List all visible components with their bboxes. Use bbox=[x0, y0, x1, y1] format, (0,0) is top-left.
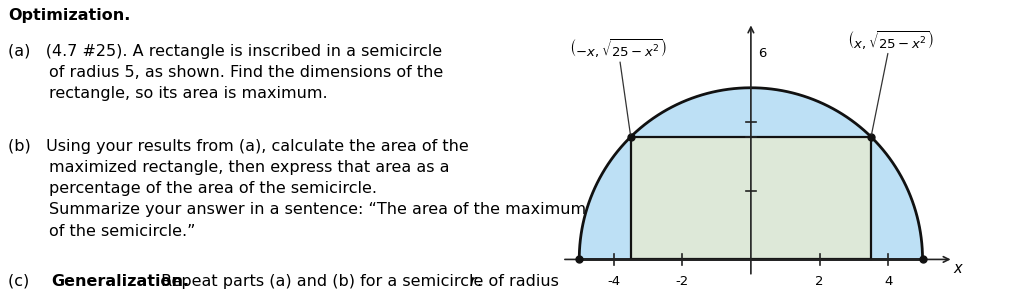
Text: $r$: $r$ bbox=[469, 274, 478, 289]
Polygon shape bbox=[580, 88, 923, 259]
Text: (b)   Using your results from (a), calculate the area of the
        maximized r: (b) Using your results from (a), calcula… bbox=[8, 139, 831, 239]
Text: (a)   (4.7 #25). A rectangle is inscribed in a semicircle
        of radius 5, a: (a) (4.7 #25). A rectangle is inscribed … bbox=[8, 44, 443, 101]
Text: $\left(-x,\sqrt{25-x^{2}}\right)$: $\left(-x,\sqrt{25-x^{2}}\right)$ bbox=[569, 37, 668, 134]
Text: -2: -2 bbox=[676, 275, 689, 288]
Text: $x$: $x$ bbox=[953, 261, 965, 276]
Text: Repeat parts (a) and (b) for a semicircle of radius: Repeat parts (a) and (b) for a semicircl… bbox=[156, 274, 563, 289]
Text: $\left(x,\sqrt{25-x^{2}}\right)$: $\left(x,\sqrt{25-x^{2}}\right)$ bbox=[847, 29, 934, 134]
Polygon shape bbox=[631, 137, 871, 259]
Text: 4: 4 bbox=[884, 275, 892, 288]
Text: 2: 2 bbox=[815, 275, 823, 288]
Text: Optimization.: Optimization. bbox=[8, 8, 131, 23]
Text: -4: -4 bbox=[607, 275, 621, 288]
Text: Generalization.: Generalization. bbox=[51, 274, 189, 289]
Text: (c): (c) bbox=[8, 274, 45, 289]
Text: 6: 6 bbox=[758, 47, 766, 60]
Text: .: . bbox=[476, 274, 481, 289]
